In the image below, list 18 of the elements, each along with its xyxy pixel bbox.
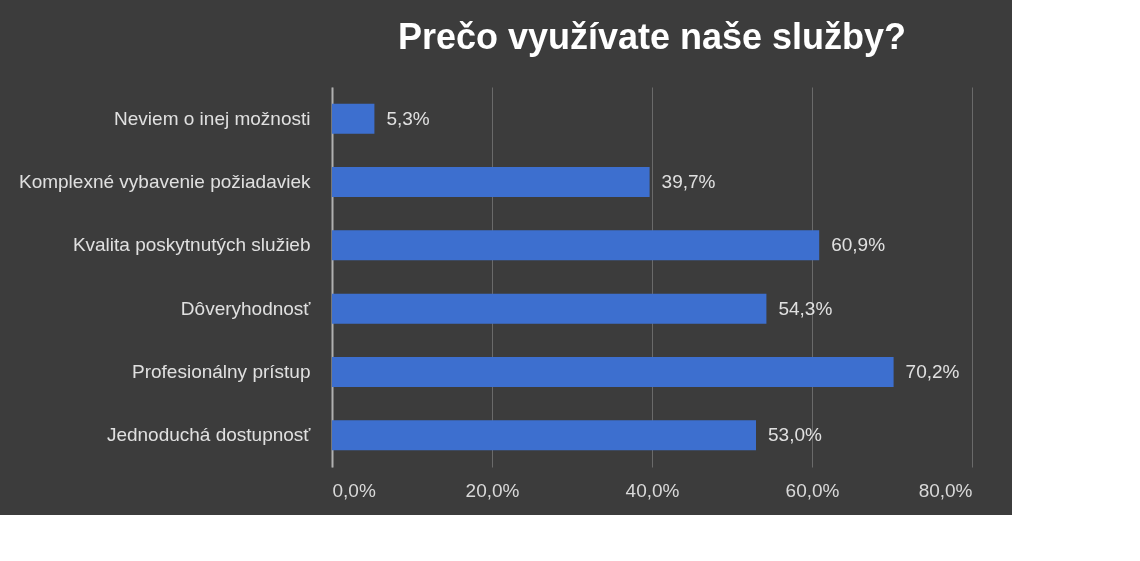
x-tick-label: 20,0% (465, 479, 520, 501)
y-tick-label: Dôveryhodnosť (180, 297, 312, 319)
x-tick-label: 40,0% (625, 479, 680, 501)
data-label: 54,3% (778, 297, 833, 319)
y-tick-label: Neviem o inej možnosti (114, 107, 311, 129)
chart-title: Prečo využívate naše služby? (397, 16, 907, 57)
y-tick-label: Kvalita poskytnutých služieb (72, 234, 311, 256)
y-tick-label: Komplexné vybavenie požiadaviek (18, 171, 311, 192)
data-label: 39,7% (661, 171, 716, 192)
data-label: 53,0% (768, 424, 822, 446)
x-tick-label: 80,0% (918, 479, 973, 501)
data-label: 5,3% (386, 107, 430, 129)
data-label: 60,9% (831, 234, 886, 256)
data-label: 70,2% (905, 361, 960, 382)
x-tick-label: 0,0% (332, 479, 376, 501)
y-tick-label: Jednoduchá dostupnosť (106, 424, 312, 446)
y-tick-label: Profesionálny prístup (132, 361, 311, 382)
x-tick-label: 60,0% (785, 479, 840, 501)
